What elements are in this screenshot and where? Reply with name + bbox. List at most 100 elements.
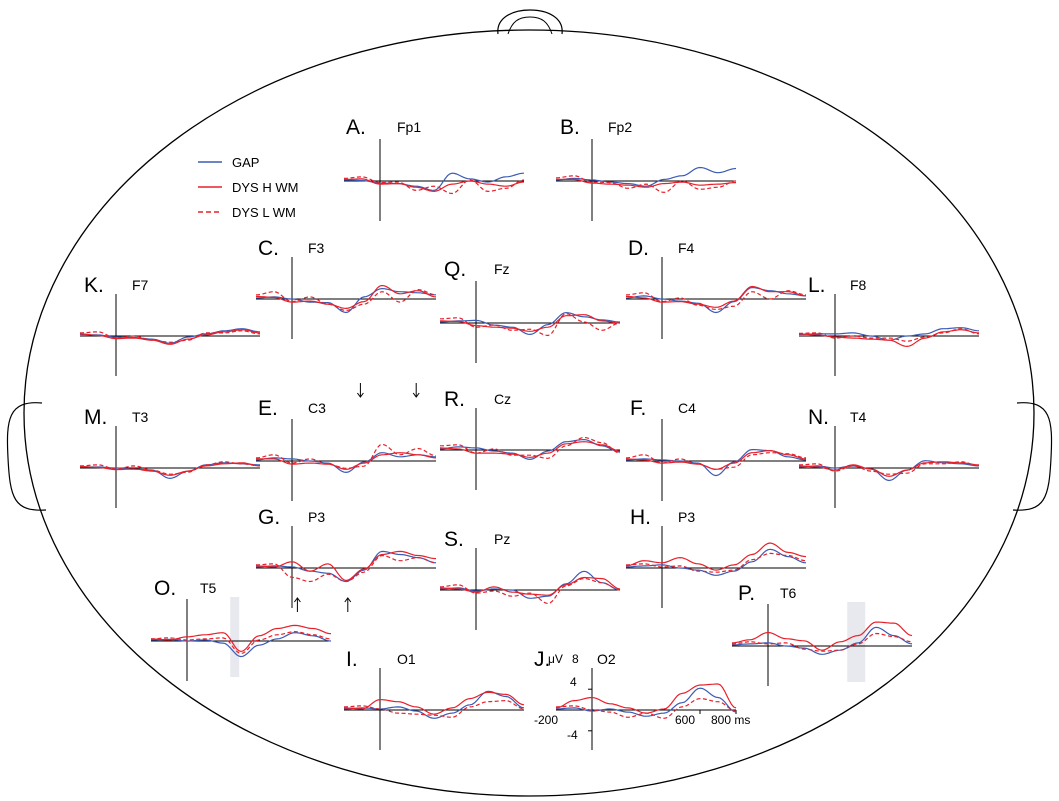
electrode-label: P3 bbox=[308, 509, 325, 525]
series-dys-h-wm bbox=[440, 314, 621, 332]
panel-letter: R. bbox=[444, 388, 465, 411]
panel-letter: D. bbox=[628, 237, 649, 260]
panel-q-fz: Q. Fz bbox=[439, 258, 621, 363]
electrode-label: Fp1 bbox=[397, 119, 421, 135]
series-dys-l-wm bbox=[440, 312, 621, 337]
series-dys-l-wm bbox=[255, 288, 437, 312]
series-dys-h-wm bbox=[255, 550, 437, 582]
electrode-label: T3 bbox=[132, 409, 149, 425]
series-dys-h-wm bbox=[556, 178, 736, 188]
panel-e-c3: E. C3 bbox=[255, 383, 437, 501]
series-dys-l-wm bbox=[625, 552, 807, 573]
electrode-label: C4 bbox=[678, 400, 696, 416]
series-dys-h-wm bbox=[439, 441, 621, 458]
electrode-label: F8 bbox=[850, 277, 867, 293]
panel-s-pz: S. Pz bbox=[439, 528, 621, 630]
panel-letter: K. bbox=[84, 274, 104, 297]
panel-letter: E. bbox=[258, 397, 278, 420]
series-dys-h-wm bbox=[343, 691, 525, 715]
legend-entry-gap: GAP bbox=[198, 155, 259, 170]
left-ear bbox=[6, 402, 47, 511]
series-dys-h-wm bbox=[625, 285, 807, 308]
electrode-label: F4 bbox=[678, 240, 695, 256]
scale-tick-label-x-start: -200 bbox=[534, 713, 558, 727]
panel-f-c4: F. C4 bbox=[625, 397, 807, 501]
panel-j-o2: J. O2 bbox=[534, 648, 737, 750]
panel-l-f8: L. F8 bbox=[798, 274, 980, 376]
series-dys-l-wm bbox=[255, 554, 437, 583]
arrow-up-head bbox=[294, 597, 301, 603]
series-dys-l-wm bbox=[555, 175, 737, 194]
series-dys-h-wm bbox=[439, 576, 621, 596]
series-gap bbox=[255, 452, 436, 474]
panel-d-f4: D. F4 bbox=[625, 237, 807, 339]
electrode-label: Fz bbox=[494, 261, 510, 277]
legend-label-dys-h-wm: DYS H WM bbox=[232, 180, 298, 195]
series-dys-h-wm bbox=[150, 624, 332, 653]
panel-letter: S. bbox=[444, 528, 464, 551]
series-gap bbox=[80, 462, 261, 480]
series-gap bbox=[79, 328, 261, 344]
electrode-label: F3 bbox=[308, 240, 325, 256]
series-dys-h-wm bbox=[344, 178, 525, 193]
series-dys-l-wm bbox=[343, 699, 525, 718]
head-outline bbox=[23, 29, 1035, 797]
legend: GAP DYS H WM DYS L WM bbox=[198, 155, 298, 220]
electrode-label: Pz bbox=[494, 531, 510, 547]
panel-o-t5: O. T5 bbox=[150, 577, 332, 681]
panel-letter: C. bbox=[258, 237, 279, 260]
series-gap bbox=[625, 548, 807, 576]
panel-i-o1: I. O1 bbox=[343, 648, 525, 750]
series-gap bbox=[555, 166, 737, 187]
electrode-label: T5 bbox=[200, 580, 217, 596]
series-dys-h-wm bbox=[79, 329, 261, 345]
electrode-label: C3 bbox=[308, 400, 326, 416]
panel-c-f3: C. F3 bbox=[255, 237, 437, 339]
series-gap bbox=[798, 460, 980, 482]
arrow-down-head bbox=[357, 392, 364, 398]
series-dys-h-wm bbox=[256, 284, 437, 310]
series-gap bbox=[555, 687, 737, 717]
series-dys-l-wm bbox=[440, 436, 621, 459]
arrow-down-head bbox=[412, 392, 420, 398]
electrode-label: O2 bbox=[597, 651, 616, 667]
legend-label-dys-l-wm: DYS L WM bbox=[232, 205, 296, 220]
panel-letter: L. bbox=[808, 274, 826, 297]
nose-inner-line bbox=[507, 16, 553, 35]
series-dys-l-wm bbox=[439, 577, 621, 605]
panel-m-t3: M. T3 bbox=[79, 406, 261, 508]
arrow-up-head bbox=[344, 597, 352, 603]
panel-b-fp2: B. Fp2 bbox=[555, 116, 737, 221]
series-dys-h-wm bbox=[625, 542, 807, 571]
panel-k-f7: K. F7 bbox=[79, 274, 261, 376]
series-gap bbox=[255, 287, 436, 314]
panel-a-fp1: A. Fp1 bbox=[343, 116, 525, 221]
series-dys-l-wm bbox=[731, 632, 913, 652]
series-gap bbox=[439, 438, 621, 461]
electrode-label: T4 bbox=[850, 409, 867, 425]
legend-entry-dys-h-wm: DYS H WM bbox=[198, 180, 298, 195]
panel-letter: F. bbox=[630, 397, 646, 420]
scale-tick-label-x-600: 600 bbox=[675, 713, 695, 727]
scale-bar-amplitude-label: 8 bbox=[572, 652, 579, 666]
series-dys-h-wm bbox=[79, 462, 261, 476]
series-dys-h-wm bbox=[555, 683, 737, 714]
scale-bar-unit-label: μV bbox=[548, 652, 563, 666]
highlight-band bbox=[230, 597, 240, 677]
series-dys-l-wm bbox=[80, 461, 261, 475]
panel-letter: M. bbox=[84, 406, 107, 429]
panel-r-cz: R. Cz bbox=[439, 388, 621, 490]
panel-letter: H. bbox=[630, 506, 651, 529]
panel-letter: A. bbox=[346, 116, 366, 139]
panel-h-p3: H. P3 bbox=[625, 506, 807, 608]
panel-n-t4: N. T4 bbox=[798, 406, 980, 508]
legend-label-gap: GAP bbox=[232, 155, 259, 170]
series-dys-h-wm bbox=[798, 461, 980, 477]
panel-g-p3: G. P3 bbox=[255, 506, 437, 612]
series-dys-l-wm bbox=[798, 461, 980, 475]
panel-letter: N. bbox=[808, 406, 829, 429]
highlight-band bbox=[847, 602, 866, 682]
series-gap bbox=[439, 311, 621, 336]
series-gap bbox=[731, 626, 913, 655]
